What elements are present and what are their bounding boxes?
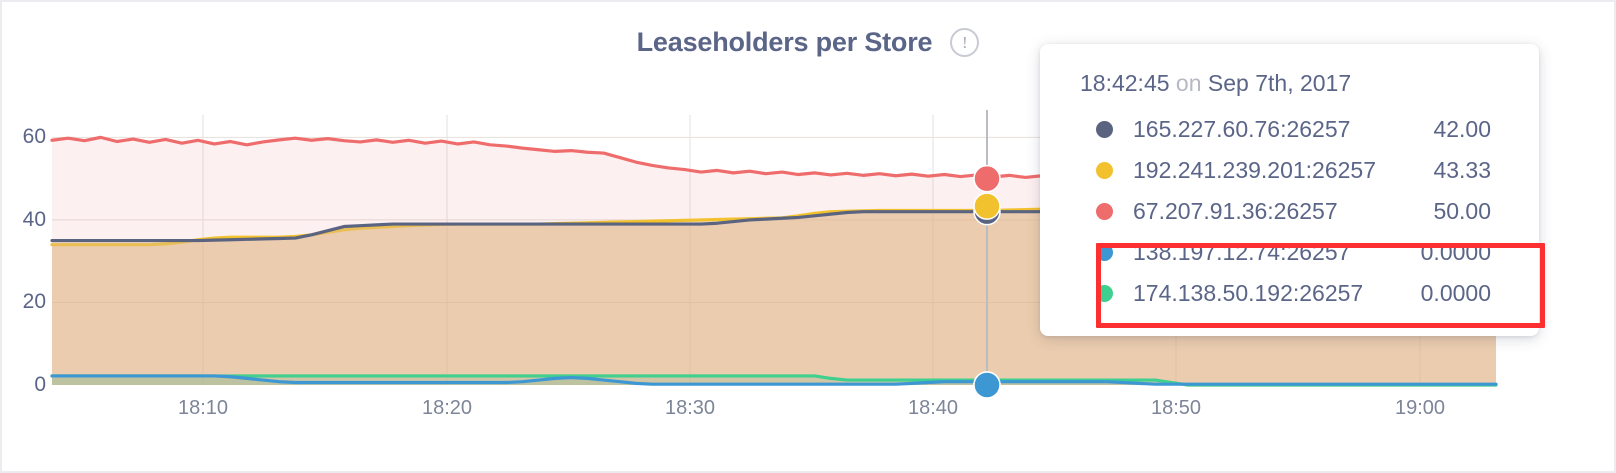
series-color-dot [1096, 162, 1113, 179]
tooltip-timestamp: 18:42:45 on Sep 7th, 2017 [1040, 64, 1539, 109]
x-axis-tick: 18:30 [664, 397, 716, 419]
series-value: 0.0000 [1420, 280, 1491, 306]
x-axis-tick: 18:10 [177, 397, 229, 419]
x-axis-tick: 18:40 [907, 397, 959, 419]
tooltip-date: Sep 7th, 2017 [1207, 70, 1352, 96]
series-label: 192.241.239.201:26257 [1133, 157, 1377, 183]
series-color-dot [1096, 285, 1113, 302]
series-color-dot [1096, 203, 1113, 220]
tooltip-row: 165.227.60.76:26257 42.00 [1040, 109, 1539, 150]
hover-marker [973, 164, 1001, 193]
y-axis-tick: 40 [22, 207, 46, 231]
series-label: 174.138.50.192:26257 [1133, 280, 1364, 306]
series-value: 0.0000 [1420, 239, 1491, 265]
card-top-border [0, 0, 1616, 2]
series-color-dot [1096, 121, 1113, 138]
tooltip-series-list: 165.227.60.76:26257 42.00 192.241.239.201:… [1040, 109, 1539, 314]
x-axis-tick: 18:50 [1150, 397, 1202, 419]
tooltip-row: 138.197.12.74:26257 0.0000 [1040, 232, 1539, 273]
card-bottom-border [0, 471, 1616, 473]
card-right-border [1614, 0, 1616, 473]
x-axis-tick: 18:20 [421, 397, 473, 419]
tooltip-row: 67.207.91.36:26257 50.00 [1040, 191, 1539, 232]
tooltip-time: 18:42:45 [1080, 70, 1170, 96]
x-axis-tick: 19:00 [1394, 397, 1446, 419]
tooltip-row: 174.138.50.192:26257 0.0000 [1040, 273, 1539, 314]
hover-marker [973, 371, 1001, 399]
series-value: 42.00 [1433, 116, 1491, 142]
hover-tooltip: 18:42:45 on Sep 7th, 2017 165.227.60.76:… [1040, 44, 1545, 336]
y-axis-tick: 20 [22, 290, 46, 314]
series-value: 50.00 [1433, 198, 1491, 224]
hover-marker [973, 192, 1001, 220]
card-left-border [0, 0, 2, 473]
series-value: 43.33 [1433, 157, 1491, 183]
y-axis-tick: 0 [34, 373, 46, 396]
series-label: 138.197.12.74:26257 [1133, 239, 1351, 265]
series-label: 67.207.91.36:26257 [1133, 198, 1338, 224]
series-line [50, 374, 1498, 386]
y-axis-tick: 60 [22, 125, 46, 149]
series-color-dot [1096, 244, 1113, 261]
tooltip-on-word: on [1175, 70, 1202, 96]
series-label: 165.227.60.76:26257 [1133, 116, 1351, 142]
tooltip-row: 192.241.239.201:26257 43.33 [1040, 150, 1539, 191]
